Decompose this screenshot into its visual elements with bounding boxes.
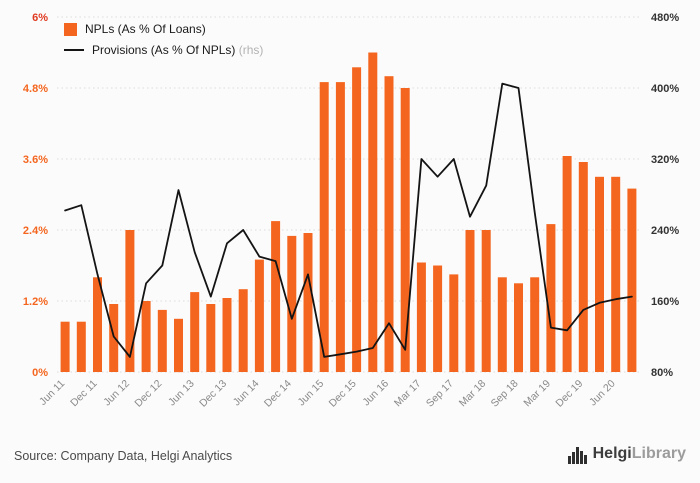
npl-bar	[76, 321, 86, 372]
npl-bar	[206, 304, 216, 372]
npl-bar	[578, 162, 588, 372]
x-axis-label: Mar 17	[392, 378, 424, 410]
provisions-line	[64, 82, 633, 358]
bar-chart-logo-icon	[567, 447, 587, 464]
left-axis-tick: 2.4%	[23, 225, 48, 237]
npl-bar	[400, 88, 410, 372]
left-axis-tick: 0%	[32, 367, 48, 379]
npl-bar	[238, 289, 248, 372]
legend-line-label: Provisions (As % Of NPLs)	[92, 43, 236, 57]
npl-bar	[174, 318, 183, 373]
x-axis-label: Jun 20	[587, 378, 618, 409]
npl-bar	[514, 283, 523, 373]
legend-item-npls: NPLs (As % Of Loans)	[64, 22, 263, 36]
npl-bar	[190, 292, 200, 372]
npl-bar	[465, 230, 475, 372]
source-note: Source: Company Data, Helgi Analytics	[14, 449, 233, 463]
x-axis-label: Dec 13	[197, 378, 229, 410]
legend-bar-label: NPLs (As % Of Loans)	[85, 22, 206, 36]
npl-bar	[109, 304, 119, 372]
npl-bar	[319, 82, 329, 372]
legend-line-label-wrap: Provisions (As % Of NPLs) (rhs)	[92, 43, 263, 57]
legend-line-rhs: (rhs)	[238, 43, 264, 57]
x-axis-label: Jun 11	[37, 378, 67, 408]
logo-word-library: Library	[631, 445, 686, 462]
x-axis-label: Jun 16	[360, 378, 391, 409]
npl-bar	[562, 156, 572, 372]
x-axis-label: Sep 17	[424, 378, 456, 410]
chart-canvas: 0% 80% 1.2% 160% 2.4% 240% 3.6% 320% 4.8% 400% 6% 4…	[23, 12, 679, 410]
npl-bar	[416, 262, 426, 372]
x-axis-label: Sep 18	[489, 378, 521, 410]
npl-bar	[530, 277, 540, 372]
npl-bar	[368, 52, 378, 372]
x-axis-label: Jun 12	[101, 378, 132, 409]
x-axis-label: Jun 15	[296, 378, 327, 409]
right-axis-tick: 480%	[651, 12, 679, 24]
right-axis-tick: 240%	[651, 225, 679, 237]
npl-bar	[433, 265, 443, 372]
x-axis-label: Mar 18	[457, 378, 489, 410]
npl-bar	[60, 321, 70, 372]
legend-bar-swatch	[64, 22, 77, 36]
npl-bar	[497, 277, 507, 372]
npl-bar	[93, 277, 102, 372]
npl-bar	[352, 67, 362, 373]
x-axis-label: Dec 15	[327, 378, 359, 410]
npl-bar	[222, 298, 232, 372]
npl-bar	[481, 230, 491, 372]
logo-word-helgi: Helgi	[592, 445, 632, 462]
npl-bar	[335, 82, 345, 372]
x-axis-label: Dec 11	[68, 378, 100, 410]
x-axis-label: Jun 14	[231, 378, 262, 409]
npl-bar	[157, 309, 167, 372]
helgi-library-logo: HelgiLibrary	[567, 444, 686, 464]
x-axis-label: Mar 19	[521, 378, 553, 410]
legend-line-swatch	[64, 49, 84, 51]
x-axis-label: Jun 13	[166, 378, 197, 409]
npl-bar	[125, 230, 135, 372]
npl-bar	[141, 301, 151, 372]
npl-bar	[254, 259, 264, 372]
logo-wordmark: HelgiLibrary	[593, 444, 686, 464]
npl-bar	[287, 235, 297, 372]
right-axis-tick: 160%	[651, 296, 679, 308]
right-axis-tick: 400%	[651, 83, 679, 95]
right-axis-tick: 80%	[651, 367, 673, 379]
left-axis-tick: 4.8%	[23, 83, 48, 95]
legend-item-provisions: Provisions (As % Of NPLs) (rhs)	[64, 43, 263, 57]
legend: NPLs (As % Of Loans) Provisions (As % Of…	[64, 22, 263, 57]
left-axis-tick: 6%	[32, 12, 48, 24]
left-axis-tick: 1.2%	[23, 296, 48, 308]
npl-bar	[384, 76, 394, 372]
x-axis-label: Dec 12	[132, 378, 164, 410]
npl-bar	[595, 176, 604, 372]
npl-bar	[303, 233, 313, 372]
left-axis-tick: 3.6%	[23, 154, 48, 166]
npl-bar	[271, 221, 281, 372]
npl-bar	[449, 274, 459, 372]
right-axis-tick: 320%	[651, 154, 679, 166]
x-axis-label: Dec 19	[553, 378, 585, 410]
x-axis-label: Dec 14	[262, 378, 294, 410]
npl-bar	[627, 188, 637, 372]
npl-bar	[546, 224, 556, 372]
npl-bar	[611, 176, 621, 372]
